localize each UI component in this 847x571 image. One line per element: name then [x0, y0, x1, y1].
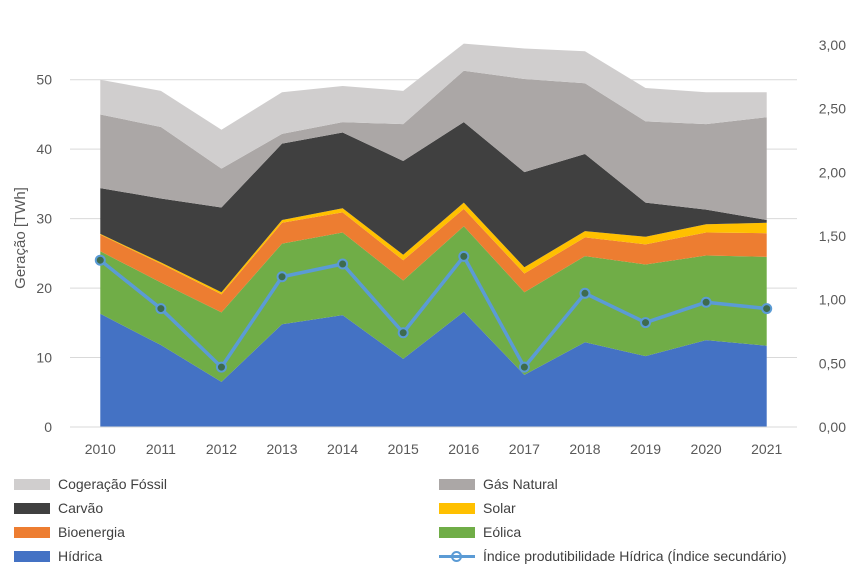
x-tick-label: 2012: [206, 441, 237, 457]
y-tick-label: 10: [36, 350, 52, 366]
line-marker: [94, 254, 106, 266]
legend-label: Eólica: [483, 524, 522, 540]
y2-tick-label: 2,00: [819, 164, 846, 180]
y-tick-label: 50: [36, 72, 52, 88]
x-tick-label: 2017: [509, 441, 540, 457]
legend-item-indice-produtibilidade: Índice produtibilidade Hídrica (Índice s…: [439, 545, 787, 567]
x-tick-label: 2018: [569, 441, 600, 457]
x-tick-label: 2014: [327, 441, 358, 457]
x-tick-label: 2015: [388, 441, 419, 457]
area-gas-natural: [100, 70, 767, 221]
y2-tick-label: 1,50: [819, 228, 846, 244]
y2-tick-label: 1,00: [819, 292, 846, 308]
area-bioenergia: [100, 208, 767, 313]
legend-swatch: [14, 526, 50, 538]
y-tick-label: 0: [44, 419, 52, 435]
stacked-area-chart: 2010 2011 2012 2013 2014 2015 2016 2017 2018 2019…: [12, 37, 846, 457]
y-tick-label: 30: [36, 211, 52, 227]
legend-swatch: [439, 502, 475, 514]
legend-label: Índice produtibilidade Hídrica (Índice s…: [483, 548, 787, 564]
secondary-line-series: [94, 250, 773, 373]
legend-label: Bioenergia: [58, 524, 125, 540]
line-marker: [518, 361, 530, 373]
area-series: [100, 43, 767, 427]
legend-label: Cogeração Fóssil: [58, 476, 167, 492]
secondary-line: [99, 254, 767, 369]
area-eolica: [100, 226, 767, 382]
area-cogeracao-fossil: [100, 43, 767, 169]
x-tick-label: 2019: [630, 441, 661, 457]
legend: Cogeração Fóssil Gás Natural Carvão Sola…: [0, 470, 847, 570]
legend-marker: [451, 550, 462, 562]
legend-item-eolica: Eólica: [439, 521, 521, 543]
line-marker: [640, 317, 652, 329]
line-marker: [761, 303, 773, 315]
y2-tick-label: 0,00: [819, 419, 846, 435]
legend-swatch: [439, 526, 475, 538]
legend-item-hidrica: Hídrica: [14, 545, 102, 567]
x-tick-label: 2013: [266, 441, 297, 457]
line-marker: [337, 258, 349, 270]
legend-swatch: [14, 550, 50, 562]
legend-item-solar: Solar: [439, 497, 516, 519]
line-marker: [579, 287, 591, 299]
x-tick-label: 2021: [751, 441, 782, 457]
y-tick-label: 40: [36, 141, 52, 157]
legend-line-swatch: [439, 550, 475, 562]
line-marker: [215, 361, 227, 373]
line-marker: [397, 327, 409, 339]
area-carvao: [100, 122, 767, 293]
area-hidrica: [100, 311, 767, 427]
x-tick-label: 2016: [448, 441, 479, 457]
y2-tick-label: 3,00: [819, 37, 846, 53]
legend-item-bioenergia: Bioenergia: [14, 521, 125, 543]
y2-tick-label: 2,50: [819, 101, 846, 117]
legend-label: Hídrica: [58, 548, 103, 564]
legend-label: Carvão: [58, 500, 104, 516]
axes: 2010 2011 2012 2013 2014 2015 2016 2017 2018 2019…: [36, 37, 846, 457]
legend-label: Solar: [483, 500, 516, 516]
legend-item-carvao: Carvão: [14, 497, 103, 519]
x-tick-label: 2020: [691, 441, 722, 457]
line-marker: [155, 303, 167, 315]
legend-item-cogeracao-fossil: Cogeração Fóssil: [14, 473, 167, 495]
y-tick-label: 20: [36, 280, 52, 296]
legend-item-gas-natural: Gás Natural: [439, 473, 558, 495]
x-tick-label: 2011: [146, 441, 176, 457]
line-marker: [700, 296, 712, 308]
legend-swatch: [14, 478, 50, 490]
y2-tick-label: 0,50: [819, 355, 846, 371]
x-tick-label: 2010: [85, 441, 116, 457]
legend-label: Gás Natural: [483, 476, 558, 492]
line-marker: [458, 250, 470, 262]
y-axis-title: Geração [TWh]: [12, 187, 29, 289]
line-marker: [276, 271, 288, 283]
legend-swatch: [14, 502, 50, 514]
legend-swatch: [439, 478, 475, 490]
